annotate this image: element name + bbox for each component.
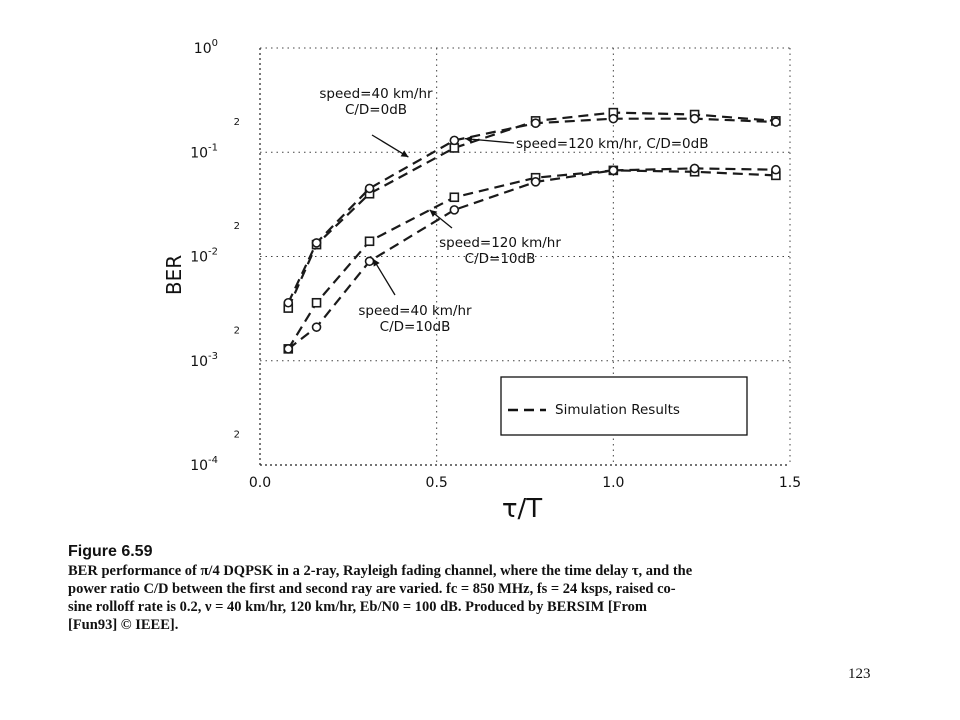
data-point-circle xyxy=(449,205,460,215)
annotation-arrow-line xyxy=(371,134,409,158)
data-point-square xyxy=(449,192,460,203)
x-axis-label: τ/T xyxy=(502,494,542,524)
annotation-text: speed=40 km/hr xyxy=(358,303,472,319)
annotation-arrow-head xyxy=(464,135,473,143)
y-tick-labels: 100 2 10-1 2 10-2 2 10-3 2 10-4 xyxy=(190,38,240,474)
data-point-square xyxy=(364,236,375,247)
data-point-circle xyxy=(364,183,375,194)
data-point-circle xyxy=(311,322,322,332)
y-tick-label: 10-1 xyxy=(190,142,218,161)
legend-box xyxy=(500,376,748,436)
annotation-arrow-head xyxy=(373,258,380,267)
x-tick-labels: 0.0 0.5 1.0 1.5 xyxy=(249,475,801,491)
annotation-arrow-head xyxy=(400,150,409,158)
data-point-circle xyxy=(771,164,781,175)
annotation-text: C/D=10dB xyxy=(465,251,536,267)
axes xyxy=(259,48,790,466)
series-line xyxy=(287,117,776,304)
data-point-circle xyxy=(771,117,781,127)
data-point-circle xyxy=(283,297,294,308)
y-tick-label: 10-2 xyxy=(190,247,218,266)
legend-label: Simulation Results xyxy=(555,402,680,418)
data-point-circle xyxy=(689,163,700,174)
data-point-square xyxy=(311,297,322,308)
data-point-circle xyxy=(530,177,541,187)
data-point-circle xyxy=(283,344,294,354)
y-minor-tick-label: 2 xyxy=(234,117,240,128)
series-layer xyxy=(283,107,781,354)
y-tick-label: 10-4 xyxy=(190,455,218,474)
annotation-4: speed=40 km/hrC/D=10dB xyxy=(358,258,472,335)
data-point-circle xyxy=(530,118,541,128)
data-point-circle xyxy=(449,135,460,146)
legend: Simulation Results xyxy=(500,376,748,436)
annotation-2: speed=120 km/hr, C/D=0dB xyxy=(464,135,708,152)
annotation-3: speed=120 km/hrC/D=10dB xyxy=(429,209,561,267)
series-line xyxy=(287,167,776,350)
caption-line: sine rolloff rate is 0.2, ν = 40 km/hr, … xyxy=(68,599,648,615)
data-point-circle xyxy=(608,113,619,124)
figure-caption: Figure 6.59 BER performance of π/4 DQPSK… xyxy=(68,543,888,634)
y-minor-tick-label: 2 xyxy=(234,430,240,441)
data-point-circle xyxy=(311,238,322,248)
x-tick-label: 1.0 xyxy=(602,475,624,491)
figure-title: Figure 6.59 xyxy=(68,543,153,560)
x-tick-label: 1.5 xyxy=(779,475,801,491)
annotation-1: speed=40 km/hrC/D=0dB xyxy=(319,86,433,158)
series-line xyxy=(287,169,776,350)
series-2 xyxy=(283,113,781,308)
annotation-text: C/D=0dB xyxy=(345,102,407,118)
annotation-text: C/D=10dB xyxy=(380,319,451,335)
caption-line: BER performance of π/4 DQPSK in a 2-ray,… xyxy=(68,563,693,579)
caption-line: power ratio C/D between the first and se… xyxy=(68,581,676,597)
page-number: 123 xyxy=(848,666,871,682)
annotation-text: speed=120 km/hr, C/D=0dB xyxy=(516,136,708,152)
data-point-circle xyxy=(689,113,700,124)
x-tick-label: 0.0 xyxy=(249,475,271,491)
annotation-text: speed=40 km/hr xyxy=(319,86,433,102)
y-minor-tick-label: 2 xyxy=(234,325,240,336)
annotation-arrow-head xyxy=(429,209,438,218)
y-tick-label: 10-3 xyxy=(190,351,218,370)
data-point-circle xyxy=(364,256,375,267)
y-minor-tick-label: 2 xyxy=(234,221,240,232)
y-axis-label: BER xyxy=(162,255,186,295)
series-line xyxy=(287,111,776,309)
annotation-arrow-line xyxy=(464,138,515,144)
annotation-text: speed=120 km/hr xyxy=(439,235,561,251)
data-point-circle xyxy=(608,165,619,176)
annotation-arrow-line xyxy=(372,258,396,296)
y-tick-label: 100 xyxy=(194,38,218,57)
caption-line: [Fun93] © IEEE]. xyxy=(68,617,179,633)
series-4 xyxy=(283,163,781,354)
x-tick-label: 0.5 xyxy=(426,475,448,491)
ber-chart: 100 2 10-1 2 10-2 2 10-3 2 10-4 0.0 0.5 1.0 1.5 spe… xyxy=(162,38,801,524)
